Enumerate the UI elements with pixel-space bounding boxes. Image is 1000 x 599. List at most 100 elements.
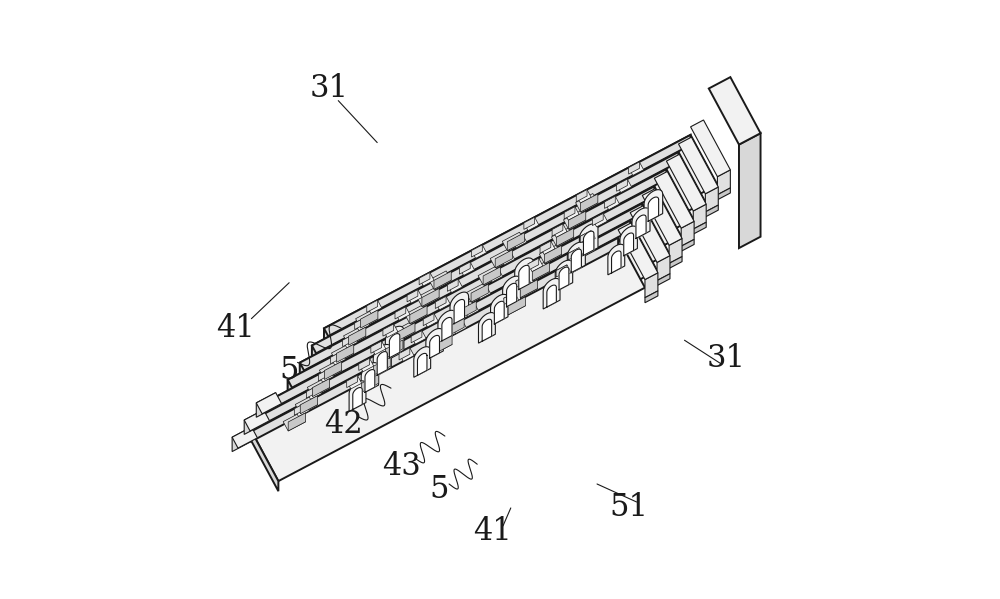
Polygon shape xyxy=(417,288,439,307)
Polygon shape xyxy=(556,228,574,246)
Polygon shape xyxy=(419,273,434,286)
Polygon shape xyxy=(383,324,394,336)
Polygon shape xyxy=(657,256,670,280)
Polygon shape xyxy=(356,310,378,328)
Polygon shape xyxy=(414,347,431,377)
Polygon shape xyxy=(393,322,415,341)
Polygon shape xyxy=(407,290,418,302)
Polygon shape xyxy=(564,207,575,219)
Polygon shape xyxy=(232,427,257,448)
Polygon shape xyxy=(490,249,512,268)
Polygon shape xyxy=(307,378,330,397)
Polygon shape xyxy=(580,231,591,243)
Polygon shape xyxy=(568,248,579,260)
Polygon shape xyxy=(435,297,446,308)
Polygon shape xyxy=(608,244,625,275)
Polygon shape xyxy=(644,190,663,223)
Polygon shape xyxy=(617,179,632,192)
Polygon shape xyxy=(491,294,508,326)
Polygon shape xyxy=(347,376,357,388)
Polygon shape xyxy=(669,256,682,268)
Polygon shape xyxy=(362,374,379,392)
Polygon shape xyxy=(353,388,362,410)
Polygon shape xyxy=(359,358,370,370)
Polygon shape xyxy=(504,292,515,305)
Polygon shape xyxy=(504,292,519,306)
Polygon shape xyxy=(300,396,318,414)
Polygon shape xyxy=(459,262,470,274)
Polygon shape xyxy=(451,320,466,334)
Polygon shape xyxy=(312,379,330,397)
Polygon shape xyxy=(343,334,358,348)
Polygon shape xyxy=(361,310,378,328)
Polygon shape xyxy=(515,258,533,292)
Polygon shape xyxy=(369,356,391,375)
Polygon shape xyxy=(438,310,456,343)
Polygon shape xyxy=(494,301,504,324)
Polygon shape xyxy=(417,353,427,376)
Polygon shape xyxy=(540,241,555,255)
Polygon shape xyxy=(579,224,598,258)
Polygon shape xyxy=(693,204,706,229)
Polygon shape xyxy=(252,238,618,441)
Polygon shape xyxy=(571,249,581,273)
Polygon shape xyxy=(464,303,478,316)
Polygon shape xyxy=(630,206,670,262)
Polygon shape xyxy=(717,188,730,200)
Polygon shape xyxy=(423,313,438,327)
Polygon shape xyxy=(516,276,531,289)
Polygon shape xyxy=(717,170,730,195)
Polygon shape xyxy=(507,283,517,307)
Polygon shape xyxy=(624,233,634,256)
Polygon shape xyxy=(450,292,469,326)
Polygon shape xyxy=(555,260,573,292)
Polygon shape xyxy=(288,186,681,429)
Polygon shape xyxy=(324,135,717,378)
Polygon shape xyxy=(543,279,560,309)
Polygon shape xyxy=(331,344,354,362)
Polygon shape xyxy=(478,313,495,343)
Polygon shape xyxy=(669,238,682,264)
Polygon shape xyxy=(349,327,366,345)
Polygon shape xyxy=(386,340,403,358)
Polygon shape xyxy=(294,403,309,416)
Polygon shape xyxy=(657,274,670,286)
Polygon shape xyxy=(524,217,539,231)
Polygon shape xyxy=(532,262,550,280)
Polygon shape xyxy=(705,187,718,212)
Polygon shape xyxy=(331,352,341,364)
Polygon shape xyxy=(563,211,586,229)
Polygon shape xyxy=(294,403,305,415)
Polygon shape xyxy=(318,369,333,382)
Polygon shape xyxy=(383,324,398,337)
Polygon shape xyxy=(336,344,354,362)
Polygon shape xyxy=(371,341,386,355)
Polygon shape xyxy=(459,262,474,276)
Text: 42: 42 xyxy=(324,409,362,440)
Polygon shape xyxy=(503,297,525,315)
Polygon shape xyxy=(276,204,669,447)
Polygon shape xyxy=(411,331,422,343)
Polygon shape xyxy=(519,265,529,289)
Polygon shape xyxy=(476,286,491,300)
Polygon shape xyxy=(612,251,621,273)
Polygon shape xyxy=(283,413,305,431)
Polygon shape xyxy=(256,393,276,418)
Polygon shape xyxy=(312,152,679,356)
Polygon shape xyxy=(459,301,476,319)
Polygon shape xyxy=(447,318,464,337)
Polygon shape xyxy=(483,267,500,285)
Polygon shape xyxy=(476,286,486,298)
Polygon shape xyxy=(466,284,488,302)
Polygon shape xyxy=(583,231,594,255)
Polygon shape xyxy=(604,196,615,208)
Polygon shape xyxy=(568,248,583,261)
Polygon shape xyxy=(355,317,365,329)
Polygon shape xyxy=(524,217,535,229)
Polygon shape xyxy=(381,340,403,358)
Polygon shape xyxy=(472,245,486,258)
Text: 31: 31 xyxy=(310,73,349,104)
Polygon shape xyxy=(500,252,515,265)
Polygon shape xyxy=(300,362,327,422)
Polygon shape xyxy=(306,386,317,398)
